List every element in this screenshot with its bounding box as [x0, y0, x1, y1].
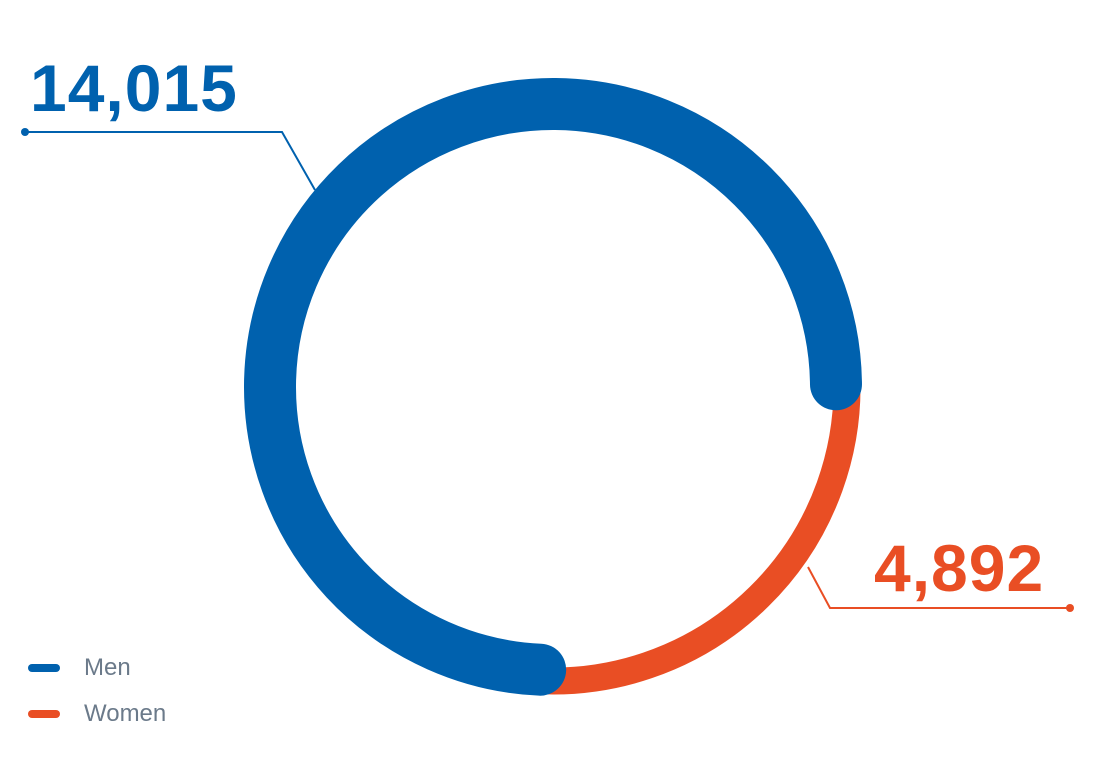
arc-men	[244, 78, 862, 696]
leader-line-men	[25, 131, 316, 191]
leader-dot-women	[1066, 604, 1074, 612]
legend-item-women: Women	[28, 700, 166, 728]
arc-women	[528, 367, 861, 695]
legend-swatch-men	[28, 664, 60, 672]
legend-label-women: Women	[84, 700, 167, 727]
leader-dot-men	[21, 128, 29, 136]
data-label-men: 14,015	[30, 51, 238, 125]
leader-line-women	[807, 566, 1070, 609]
legend-item-men: Men	[28, 654, 131, 682]
legend-label-men: Men	[84, 654, 131, 681]
data-label-women: 4,892	[874, 531, 1045, 605]
legend-swatch-women	[28, 710, 60, 718]
